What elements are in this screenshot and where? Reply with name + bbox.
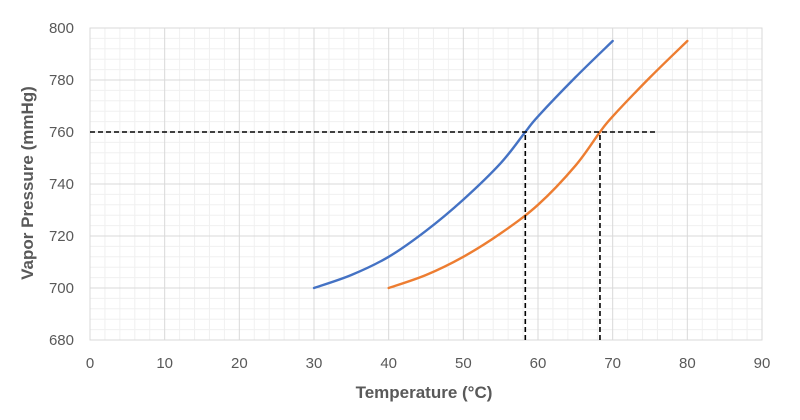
x-tick-labels: 0 10 20 30 40 50 60 70 80 90 <box>86 355 771 372</box>
series-lines <box>312 39 689 290</box>
y-tick-label: 700 <box>49 280 74 297</box>
x-axis-title: Temperature (°C) <box>356 383 493 402</box>
x-tick-label: 70 <box>604 355 621 372</box>
y-tick-label: 760 <box>49 124 74 141</box>
y-axis-title: Vapor Pressure (mmHg) <box>18 86 37 280</box>
x-tick-label: 90 <box>754 355 771 372</box>
plot-area-border <box>89 27 763 341</box>
y-tick-label: 680 <box>49 332 74 349</box>
x-tick-label: 0 <box>86 355 94 372</box>
y-tick-labels: 680 700 720 740 760 780 800 <box>49 20 74 349</box>
reference-lines <box>90 131 658 340</box>
x-tick-label: 20 <box>231 355 248 372</box>
series-line-2 <box>387 39 689 290</box>
x-tick-label: 60 <box>530 355 547 372</box>
x-tick-label: 10 <box>156 355 173 372</box>
y-tick-label: 780 <box>49 72 74 89</box>
y-tick-label: 740 <box>49 176 74 193</box>
x-tick-label: 50 <box>455 355 472 372</box>
x-tick-label: 80 <box>679 355 696 372</box>
y-tick-label: 720 <box>49 228 74 245</box>
series-line-1 <box>312 39 614 290</box>
y-tick-label: 800 <box>49 20 74 37</box>
x-tick-label: 40 <box>380 355 397 372</box>
x-tick-label: 30 <box>306 355 323 372</box>
